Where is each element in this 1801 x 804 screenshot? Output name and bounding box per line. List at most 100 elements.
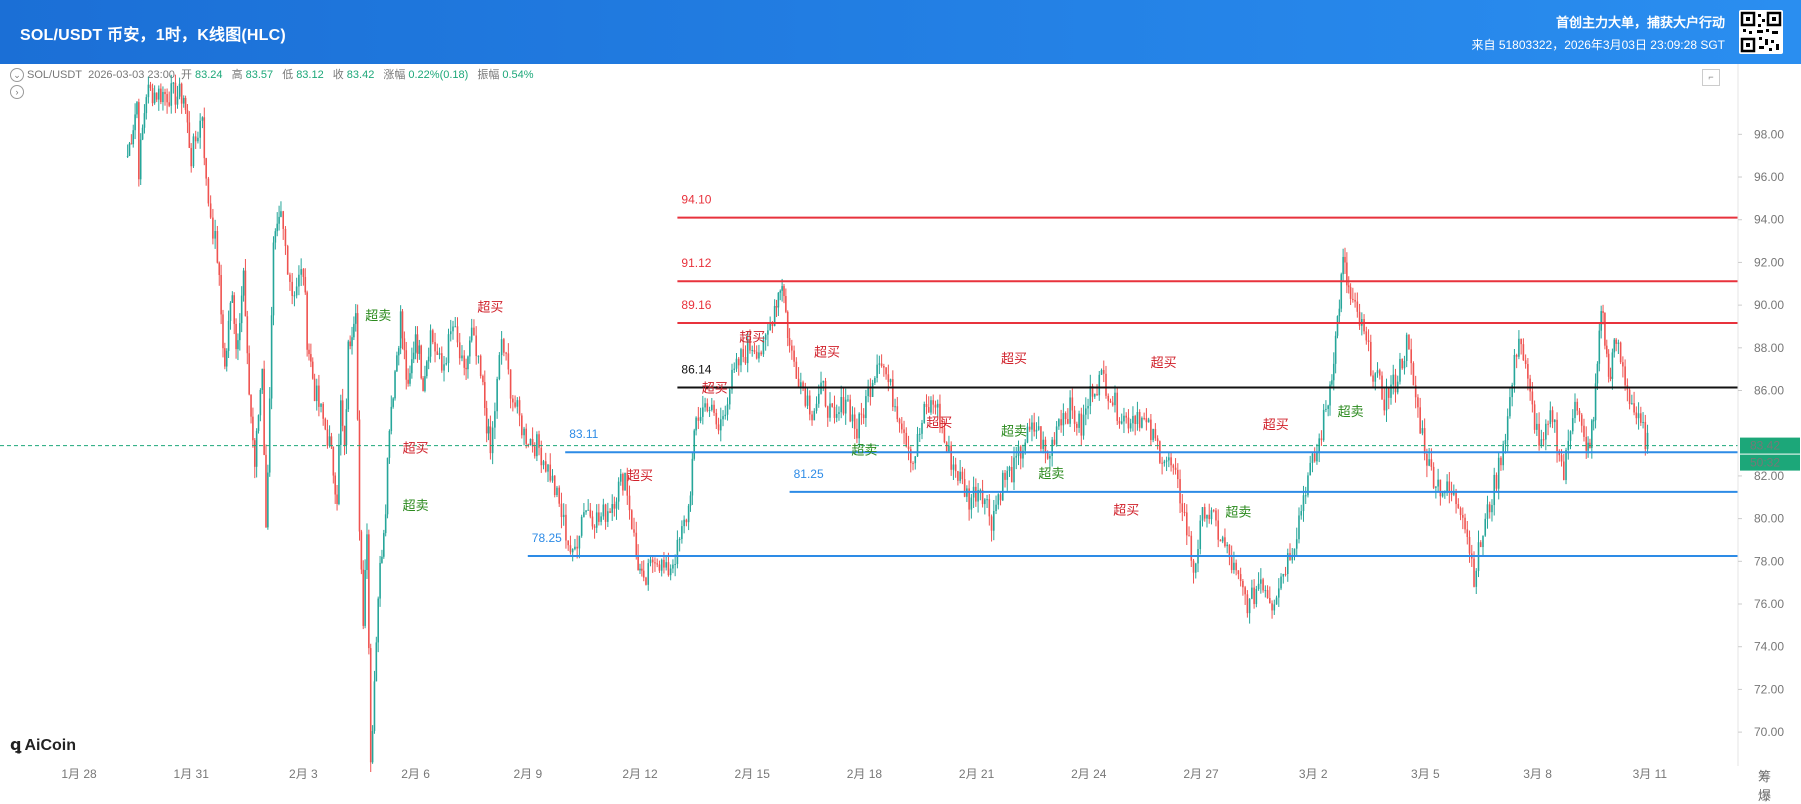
header-source: 来自 51803322，2026年3月03日 23:09:28 SGT <box>1471 38 1726 52</box>
candle-body <box>1098 374 1101 396</box>
candle-body <box>587 509 589 511</box>
candle-body <box>1592 420 1595 422</box>
candle-body <box>617 481 620 502</box>
candle-body <box>1554 419 1556 423</box>
candle-body <box>918 433 921 435</box>
candle-body <box>503 339 505 353</box>
candle-body <box>1358 311 1361 326</box>
candle-body <box>166 94 168 103</box>
candle-body <box>1369 341 1372 376</box>
candle-body <box>1022 450 1024 459</box>
candle-body <box>220 274 222 315</box>
candle-body <box>261 368 264 390</box>
candle-body <box>216 231 219 263</box>
candle-body <box>835 413 838 418</box>
y-tick-label: 82.00 <box>1754 469 1784 483</box>
candle-body <box>628 495 631 511</box>
candle-body <box>1078 413 1080 428</box>
candle-body <box>1488 504 1491 513</box>
candle-body <box>693 430 696 459</box>
candle-body <box>676 539 679 565</box>
qr-code-icon <box>1739 10 1783 54</box>
candle-body <box>687 505 690 523</box>
candle-body <box>199 120 201 138</box>
annotation-overbought: 超买 <box>702 382 728 397</box>
candle-body <box>1264 590 1267 592</box>
candle-body <box>512 398 514 403</box>
candle-body <box>1120 421 1123 424</box>
collapse-icon[interactable]: ⌄ <box>10 68 24 83</box>
candle-body <box>270 315 273 399</box>
candle-body <box>1329 384 1331 406</box>
candle-body <box>164 91 166 95</box>
candle-body <box>639 568 641 571</box>
candle-body <box>1524 360 1527 365</box>
candle-body <box>622 473 624 491</box>
candle-body <box>939 403 941 428</box>
candle-body <box>865 396 867 419</box>
candle-body <box>523 428 525 436</box>
candle-body <box>699 416 702 421</box>
candle-body <box>642 570 645 578</box>
candle-body <box>656 563 659 565</box>
candle-body <box>1356 301 1359 312</box>
candle-body <box>883 366 885 368</box>
candle-body <box>641 568 643 571</box>
candle-body <box>903 429 905 433</box>
info-change-label: 涨幅 <box>383 69 406 81</box>
candle-body <box>477 355 480 357</box>
candle-body <box>1273 604 1276 611</box>
candle-body <box>429 330 432 357</box>
candle-body <box>1637 413 1640 419</box>
candle-body <box>194 136 197 142</box>
candle-body <box>1419 407 1421 434</box>
candle-body <box>267 472 269 528</box>
candle-body <box>332 446 335 476</box>
candle-body <box>1493 474 1496 506</box>
candle-body <box>744 357 747 364</box>
candle-body <box>411 359 413 374</box>
candle-body <box>1073 410 1076 424</box>
candle-body <box>1147 419 1150 423</box>
candle-body <box>645 577 647 585</box>
expand-indicator-icon[interactable]: › <box>10 85 24 99</box>
candle-body <box>1210 510 1213 520</box>
candle-body <box>713 404 715 413</box>
candle-body <box>1183 511 1186 513</box>
candle-body <box>1284 573 1287 575</box>
chip-burst-tabs[interactable]: 筹 爆 <box>1758 769 1778 803</box>
candle-body <box>1426 453 1428 466</box>
candle-body <box>542 461 545 466</box>
candle-body <box>1244 587 1246 595</box>
candle-body <box>1181 503 1184 512</box>
candle-body <box>626 472 629 496</box>
fullscreen-toggle-icon[interactable]: ⌐ <box>1702 69 1720 86</box>
countdown-tag <box>1740 454 1800 471</box>
candle-body <box>536 434 538 457</box>
candle-body <box>1334 335 1337 364</box>
candle-body <box>1277 588 1280 598</box>
candle-body <box>452 326 454 332</box>
candle-body <box>157 88 160 100</box>
candle-body <box>138 102 140 180</box>
candle-body <box>795 361 798 379</box>
candle-body <box>880 363 883 367</box>
candle-body <box>1450 492 1453 495</box>
candle-body <box>984 499 986 505</box>
candle-body <box>326 429 329 446</box>
candle-body <box>1354 299 1356 302</box>
candle-body <box>449 331 452 335</box>
candle-body <box>1080 413 1083 436</box>
candle-body <box>170 83 173 106</box>
candle-body <box>788 338 791 346</box>
candle-body <box>871 382 874 398</box>
candle-body <box>1542 439 1545 441</box>
candle-body <box>1580 414 1583 426</box>
candle-body <box>1203 507 1206 519</box>
candle-body <box>1286 553 1289 575</box>
candle-body <box>593 526 596 528</box>
candle-body <box>1280 576 1282 589</box>
candle-body <box>1138 411 1141 428</box>
candle-body <box>1613 339 1616 353</box>
